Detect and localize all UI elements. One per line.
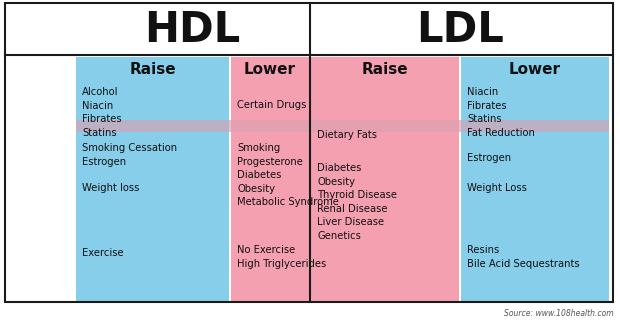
Bar: [76, 120, 609, 132]
Text: Resins
Bile Acid Sequestrants: Resins Bile Acid Sequestrants: [467, 245, 580, 269]
Text: Weight Loss: Weight Loss: [467, 183, 527, 193]
Text: HDL: HDL: [144, 9, 241, 52]
Bar: [461, 57, 609, 302]
Text: Weight loss: Weight loss: [82, 183, 140, 193]
Bar: [76, 57, 229, 302]
Text: No Exercise
High Triglycerides: No Exercise High Triglycerides: [237, 245, 326, 269]
Text: LDL: LDL: [416, 9, 504, 52]
Text: Lower: Lower: [244, 63, 296, 77]
Text: Smoking Cessation
Estrogen: Smoking Cessation Estrogen: [82, 143, 177, 167]
Text: Exercise: Exercise: [82, 248, 123, 258]
Text: Dietary Fats: Dietary Fats: [317, 130, 377, 140]
Text: Estrogen: Estrogen: [467, 153, 511, 163]
Text: Source: www.108health.com: Source: www.108health.com: [505, 309, 614, 318]
Text: Lower: Lower: [509, 63, 561, 77]
Text: Smoking
Progesterone
Diabetes
Obesity
Metabolic Syndrome: Smoking Progesterone Diabetes Obesity Me…: [237, 143, 339, 207]
Text: Raise: Raise: [361, 63, 409, 77]
Text: Alcohol
Niacin
Fibrates
Statins: Alcohol Niacin Fibrates Statins: [82, 87, 122, 138]
Bar: [311, 57, 459, 302]
Text: Niacin
Fibrates
Statins
Fat Reduction: Niacin Fibrates Statins Fat Reduction: [467, 87, 535, 138]
Text: Raise: Raise: [129, 63, 176, 77]
Text: Diabetes
Obesity
Thyroid Disease
Renal Disease
Liver Disease
Genetics: Diabetes Obesity Thyroid Disease Renal D…: [317, 163, 397, 241]
Bar: [231, 57, 309, 302]
Text: Certain Drugs: Certain Drugs: [237, 100, 306, 110]
